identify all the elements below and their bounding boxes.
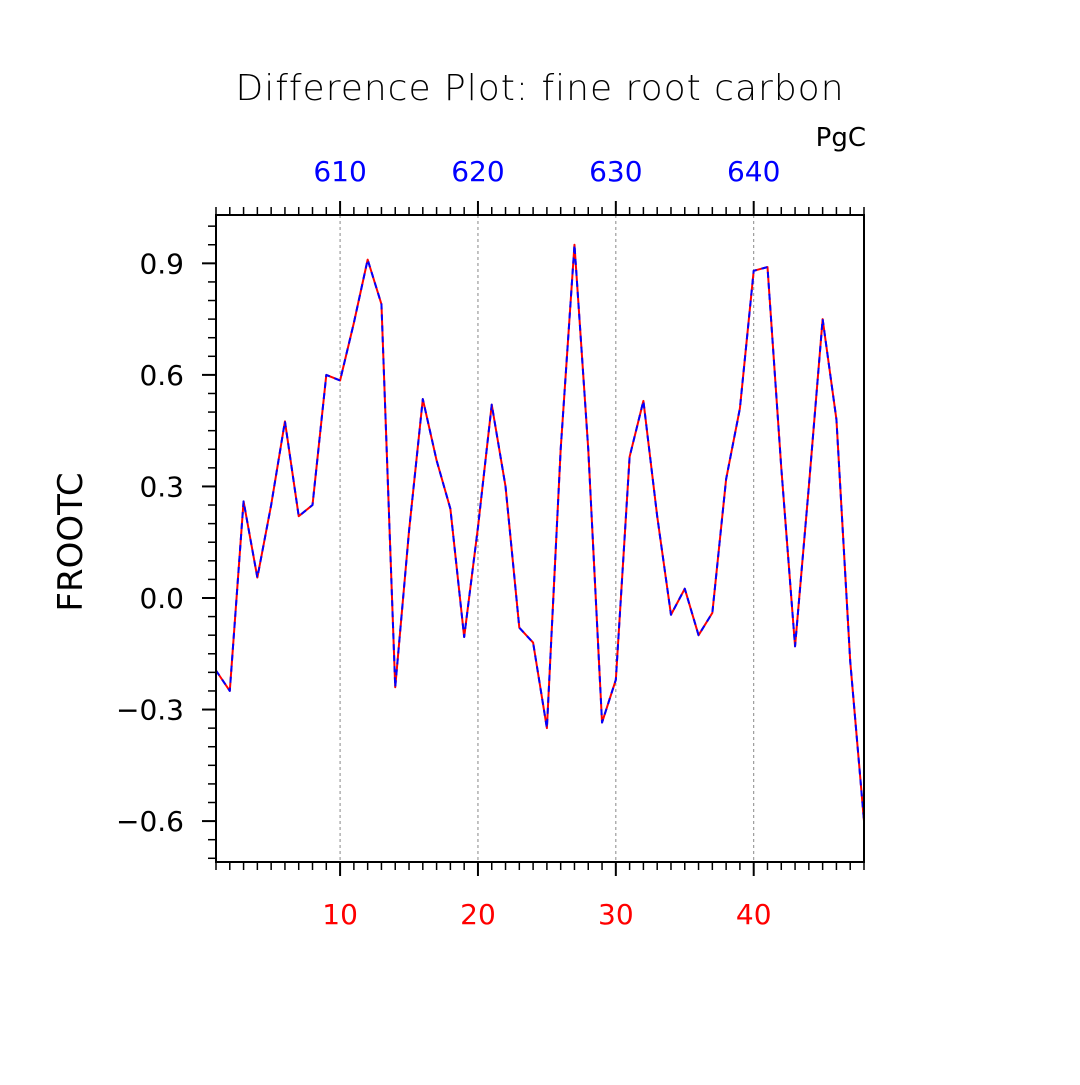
x-tick-label-40: 40: [736, 898, 772, 931]
chart-title: Difference Plot: fine root carbon: [235, 68, 844, 109]
y-tick-label-2: 0.3: [139, 470, 184, 503]
y-tick-label-1: 0.6: [139, 359, 184, 392]
units-label: PgC: [816, 123, 866, 153]
y-axis-label: FROOTC: [51, 472, 91, 611]
x-top-tick-label-610: 610: [313, 155, 366, 188]
plot-frame: [215, 214, 865, 863]
x-tick-label-10: 10: [322, 898, 358, 931]
tick-labels: 10 20 30 40 610 620 630 640 0.9 0.6 0.3 0.0 −0.3 −0.6: [116, 155, 780, 931]
tick-marks: [202, 201, 865, 876]
y-tick-label-5: −0.6: [116, 805, 184, 838]
x-top-tick-label-630: 630: [589, 155, 642, 188]
series-line-2: [215, 243, 865, 822]
y-tick-label-4: −0.3: [116, 694, 184, 727]
y-tick-label-3: 0.0: [139, 582, 184, 615]
series-lines: [215, 243, 865, 822]
axes: [215, 214, 865, 863]
y-tick-label-0: 0.9: [139, 247, 184, 280]
x-top-tick-label-620: 620: [451, 155, 504, 188]
x-tick-label-20: 20: [460, 898, 496, 931]
x-tick-label-30: 30: [598, 898, 634, 931]
x-top-tick-label-640: 640: [727, 155, 780, 188]
